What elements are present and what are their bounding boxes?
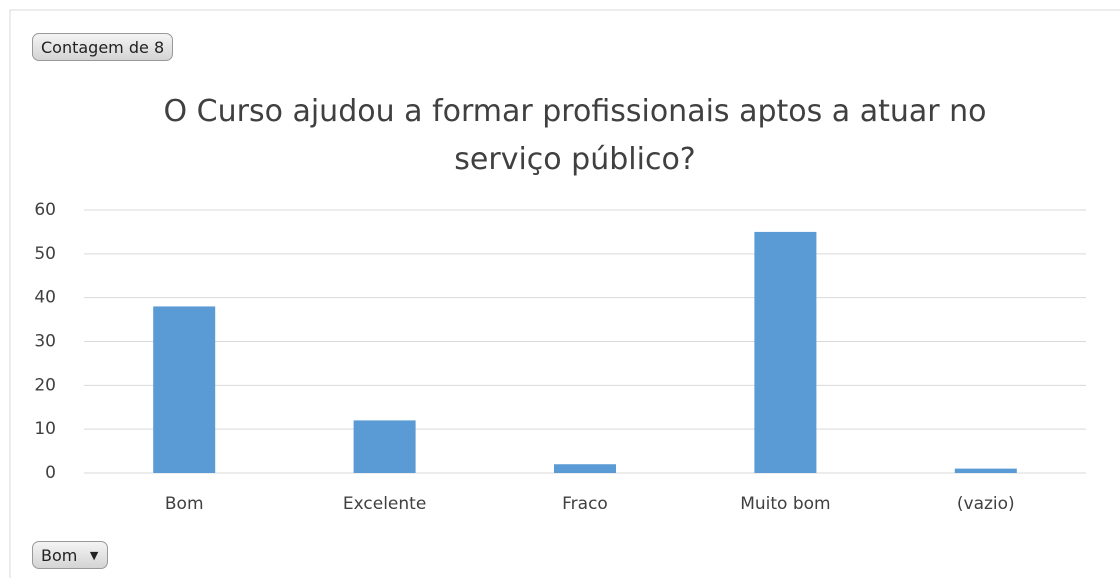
y-tick-label: 50 [34, 244, 56, 264]
bar [954, 468, 1017, 473]
chart-border [9, 9, 1120, 578]
bar [754, 231, 817, 473]
y-tick-label: 0 [45, 463, 56, 483]
x-tick-label: Fraco [562, 494, 608, 514]
chart-title: O Curso ajudou a formar profissionais ap… [163, 94, 987, 177]
dropdown-arrow: ▼ [89, 549, 99, 562]
bar [554, 464, 616, 473]
bar [153, 306, 216, 473]
value-field-button[interactable]: Contagem de 8 [32, 33, 174, 61]
x-tick-label: Muito bom [740, 494, 830, 514]
axis-field-button[interactable]: Bom ▼ [32, 541, 109, 569]
x-tick-label: Excelente [343, 494, 426, 514]
y-tick-label: 20 [34, 375, 56, 395]
y-tick-label: 30 [34, 332, 56, 352]
bar [353, 420, 416, 473]
y-tick-label: 40 [34, 288, 56, 308]
x-tick-label: (vazio) [957, 494, 1015, 514]
y-tick-label: 60 [34, 200, 56, 220]
y-tick-label: 10 [34, 419, 56, 439]
x-tick-label: Bom [165, 494, 204, 514]
axis-field-label: Bom [41, 546, 78, 565]
